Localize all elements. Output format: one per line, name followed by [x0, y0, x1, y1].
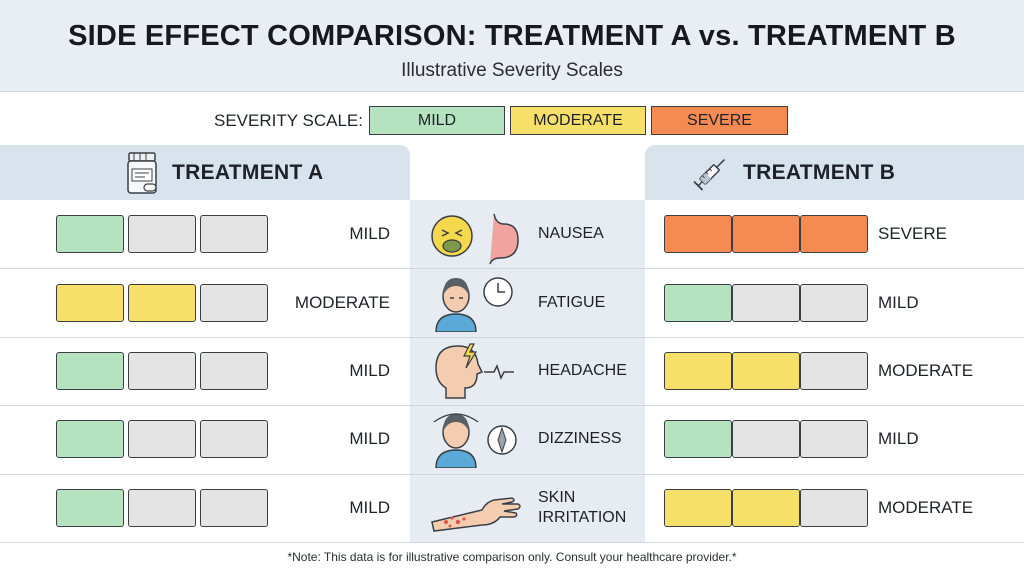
severity-cell-a — [56, 420, 124, 459]
pill-bottle-icon — [127, 152, 157, 194]
row-divider — [0, 405, 1024, 407]
severity-cell-b — [664, 488, 732, 527]
page-subtitle: Illustrative Severity Scales — [401, 60, 623, 81]
syringe-icon — [693, 159, 725, 191]
legend-mild: MILD — [369, 106, 505, 135]
header: SIDE EFFECT COMPARISON: TREATMENT A vs. … — [0, 0, 1024, 92]
legend-moderate: MODERATE — [510, 106, 646, 135]
severity-cell-b — [800, 283, 868, 322]
severity-label-b: MODERATE — [878, 361, 974, 380]
severity-cell-b — [664, 215, 732, 254]
treatment-b-header: TREATMENT B — [645, 145, 1024, 200]
severity-cell-a — [128, 352, 196, 390]
treatment-a-header: TREATMENT A — [0, 145, 410, 200]
severity-cell-b — [664, 420, 732, 459]
severity-label-b: SEVERE — [878, 224, 947, 244]
row-divider — [0, 473, 1024, 475]
severity-cell-b — [732, 420, 800, 459]
row-divider — [0, 336, 1024, 338]
severity-cell-b — [732, 215, 800, 254]
severity-cell-a — [200, 420, 268, 459]
severity-cell-b — [664, 352, 732, 390]
severity-label-b: MILD — [878, 292, 919, 312]
severity-cell-a — [56, 215, 124, 254]
severity-cell-b — [732, 352, 800, 390]
severity-label-b: MODERATE — [878, 497, 974, 517]
severity-label-a: MILD — [349, 429, 390, 449]
severity-cell-a — [128, 420, 196, 459]
severity-cell-a — [56, 488, 124, 527]
legend-severe: SEVERE — [651, 106, 788, 135]
severity-label-a: MILD — [349, 361, 390, 380]
severity-cell-a — [56, 283, 124, 322]
severity-label-a: MILD — [349, 224, 390, 244]
side-effect-label: FATIGUE — [538, 293, 606, 311]
treatment-b-label: TREATMENT B — [743, 161, 896, 184]
tired-person-clock-icon — [435, 277, 513, 332]
severity-cell-a — [200, 488, 268, 527]
severity-cell-b — [664, 283, 732, 322]
severity-cell-b — [800, 352, 868, 390]
nausea-face-stomach-icon — [431, 213, 519, 265]
severity-cell-a — [128, 488, 196, 527]
page-title: SIDE EFFECT COMPARISON: TREATMENT A vs. … — [68, 20, 956, 52]
treatment-a-label: TREATMENT A — [172, 161, 324, 184]
severity-cell-a — [56, 352, 124, 390]
severity-cell-b — [800, 420, 868, 459]
severity-cell-b — [732, 488, 800, 527]
severity-cell-b — [732, 283, 800, 322]
side-effect-label: NAUSEA — [538, 225, 604, 243]
footer-note: *Note: This data is for illustrative com… — [287, 550, 737, 564]
side-effect-label: HEADACHE — [538, 362, 627, 379]
dizzy-person-compass-icon — [433, 413, 517, 468]
row-divider — [0, 268, 1024, 270]
row-divider — [0, 542, 1024, 543]
severity-cell-b — [800, 215, 868, 254]
severity-label-a: MODERATE — [294, 292, 390, 312]
side-effect-label: DIZZINESS — [538, 430, 622, 448]
severity-cell-b — [800, 488, 868, 527]
severity-label-b: MILD — [878, 429, 919, 449]
side-effect-label: SKIN IRRITATION — [538, 488, 627, 526]
head-lightning-icon — [435, 343, 514, 399]
severity-cell-a — [200, 352, 268, 390]
severity-cell-a — [128, 215, 196, 254]
severity-label-a: MILD — [349, 497, 390, 517]
severity-scale-label: SEVERITY SCALE: — [214, 111, 363, 130]
severity-cell-a — [200, 283, 268, 322]
irritated-arm-icon — [431, 497, 521, 532]
severity-cell-a — [128, 283, 196, 322]
severity-cell-a — [200, 215, 268, 254]
